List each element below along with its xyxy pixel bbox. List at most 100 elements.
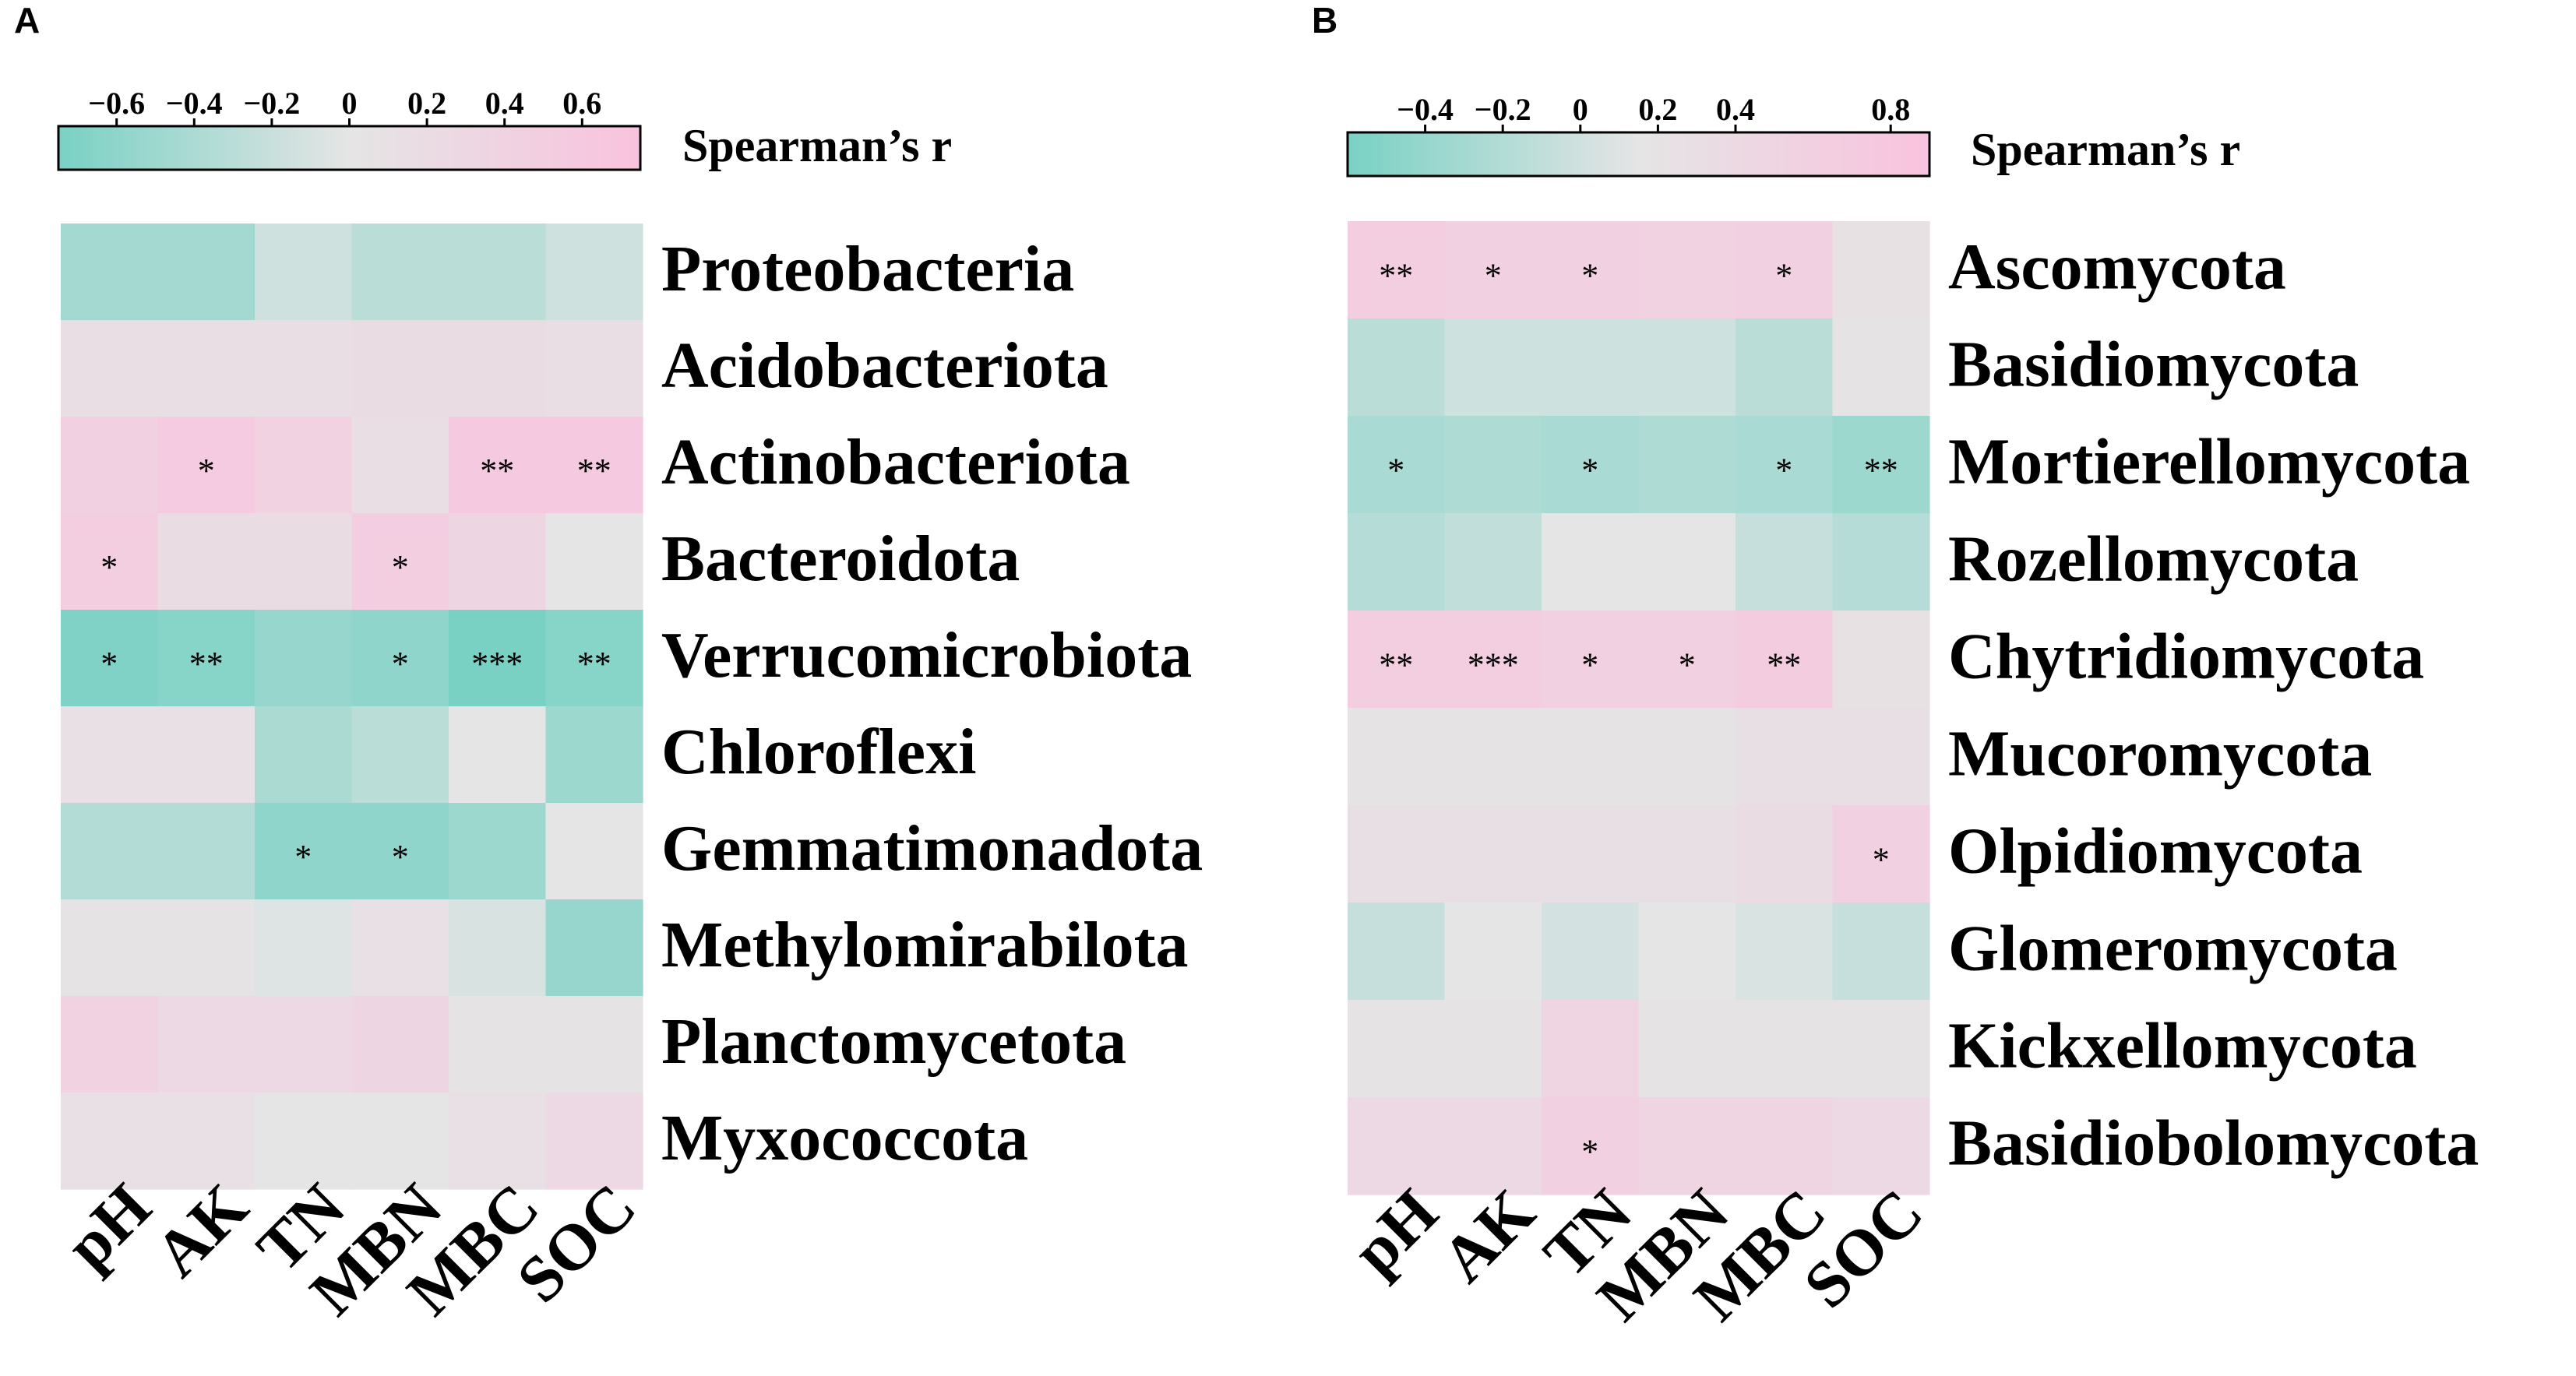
panel-b-colorbar xyxy=(1346,131,1931,178)
panel-b-cell-mucoromycota-mbn xyxy=(1638,708,1736,806)
panel-a-significance-mark: ** xyxy=(577,452,611,490)
panel-a-cell-methylomirabilota-soc xyxy=(545,899,643,997)
panel-a-significance-mark: ** xyxy=(189,645,224,683)
panel-b-cell-ascomycota-ph xyxy=(1348,221,1446,319)
panel-a-colorbar-tick-label: 0.2 xyxy=(407,86,446,121)
panel-a-cell-gemmatimonadota-soc xyxy=(545,803,643,900)
panel-a-cell-acidobacteriota-mbc xyxy=(449,320,547,417)
panel-b-cell-kickxellomycota-mbn xyxy=(1638,1000,1736,1098)
panel-a-cell-acidobacteriota-ak xyxy=(157,320,255,417)
panel-a-cell-verrucomicrobiota-mbn xyxy=(351,610,449,707)
panel-a-significance-mark: * xyxy=(198,452,215,490)
panel-a-row-label: Chloroflexi xyxy=(661,716,976,788)
panel-b-cell-kickxellomycota-tn xyxy=(1542,1000,1640,1098)
panel-b-letter: B xyxy=(1312,0,1337,40)
panel-b-row-label: Basidiobolomycota xyxy=(1948,1107,2479,1180)
panel-b-significance-mark: ** xyxy=(1379,257,1413,295)
panel-a-significance-mark: *** xyxy=(471,645,523,683)
panel-a-cell-actinobacteriota-mbc xyxy=(449,417,547,514)
panel-a-significance-mark: * xyxy=(100,645,118,683)
panel-a-cell-planctomycetota-soc xyxy=(545,996,643,1093)
panel-b-cell-chytridiomycota-mbn xyxy=(1638,611,1736,709)
panel-b-cell-glomeromycota-mbc xyxy=(1736,903,1834,1001)
panel-a-cell-myxococcota-soc xyxy=(545,1093,643,1190)
panel-b-cell-basidiobolomycota-mbc xyxy=(1736,1097,1834,1195)
panel-b-cell-basidiobolomycota-ph xyxy=(1348,1097,1446,1195)
panel-b-cell-basidiobolomycota-mbn xyxy=(1638,1097,1736,1195)
panel-a-colorbar-tick-label: −0.4 xyxy=(166,86,223,121)
panel-b-significance-mark: * xyxy=(1581,257,1598,295)
panel-a-row-label: Acidobacteriota xyxy=(661,329,1108,402)
panel-b-colorbar-tick-label: −0.2 xyxy=(1475,92,1531,127)
panel-b-cell-kickxellomycota-ak xyxy=(1444,1000,1542,1098)
panel-b-significance-mark: ** xyxy=(1379,646,1413,684)
panel-b-row-label: Mucoromycota xyxy=(1948,718,2372,790)
panel-b-colorbar-tick-label: 0.4 xyxy=(1716,92,1755,127)
panel-b-cell-glomeromycota-tn xyxy=(1542,903,1640,1001)
panel-b-cell-basidiomycota-mbc xyxy=(1736,318,1834,417)
panel-a-row-label: Planctomycetota xyxy=(661,1005,1126,1078)
panel-b-significance-mark: * xyxy=(1485,257,1502,295)
panel-a-cell-actinobacteriota-ak xyxy=(157,417,255,514)
panel-a-significance-mark: * xyxy=(392,645,409,683)
panel-a-cell-gemmatimonadota-ph xyxy=(61,803,159,900)
panel-a-cell-gemmatimonadota-ak xyxy=(157,803,255,900)
panel-b-cell-mortierellomycota-soc xyxy=(1832,416,1930,514)
panel-b-cell-basidiomycota-mbn xyxy=(1638,318,1736,417)
panel-a-cell-gemmatimonadota-tn xyxy=(255,803,353,900)
panel-a-cell-methylomirabilota-tn xyxy=(255,899,353,997)
panel-a-colorbar xyxy=(57,125,642,171)
panel-a-cell-verrucomicrobiota-tn xyxy=(255,610,353,707)
panel-b-cell-ascomycota-soc xyxy=(1832,221,1930,319)
panel-b-cell-chytridiomycota-mbc xyxy=(1736,611,1834,709)
panel-b-cell-olpidiomycota-tn xyxy=(1542,805,1640,903)
panel-b-significance-mark: * xyxy=(1581,452,1598,490)
panel-b-colorbar-title: Spearman’s r xyxy=(1971,124,2240,175)
panel-a-cell-bacteroidota-ak xyxy=(157,513,255,611)
panel-b-cell-ascomycota-mbc xyxy=(1736,221,1834,319)
panel-a-row-label: Verrucomicrobiota xyxy=(661,619,1192,692)
panel-b-row-label: Basidiomycota xyxy=(1948,329,2359,401)
panel-b-cell-glomeromycota-mbn xyxy=(1638,903,1736,1001)
panel-a-cell-methylomirabilota-mbc xyxy=(449,899,547,997)
panel-b-cell-ascomycota-mbn xyxy=(1638,221,1736,319)
panel-b-significance-mark: * xyxy=(1581,1133,1598,1171)
panel-b-significance-mark: * xyxy=(1581,646,1598,684)
panel-a-cell-planctomycetota-mbc xyxy=(449,996,547,1093)
panel-b-cell-mucoromycota-tn xyxy=(1542,708,1640,806)
panel-b-cell-mortierellomycota-mbn xyxy=(1638,416,1736,514)
panel-a-significance-mark: * xyxy=(100,548,118,586)
panel-a-cell-actinobacteriota-soc xyxy=(545,417,643,514)
panel-a-cell-acidobacteriota-ph xyxy=(61,320,159,417)
panel-a-row-label: Methylomirabilota xyxy=(661,909,1189,981)
panel-b-colorbar-tick-label: 0.2 xyxy=(1638,92,1677,127)
panel-b-cell-mucoromycota-mbc xyxy=(1736,708,1834,806)
panel-b-row-label: Mortierellomycota xyxy=(1948,426,2470,498)
panel-b-significance-mark: ** xyxy=(1864,452,1898,490)
panel-a-row-label: Proteobacteria xyxy=(661,233,1074,305)
panel-b-cell-kickxellomycota-mbc xyxy=(1736,1000,1834,1098)
panel-b-cell-ascomycota-tn xyxy=(1542,221,1640,319)
panel-b-cell-chytridiomycota-ph xyxy=(1348,611,1446,709)
panel-a-cell-planctomycetota-ph xyxy=(61,996,159,1093)
panel-b-cell-glomeromycota-ph xyxy=(1348,903,1446,1001)
panel-b-cell-mucoromycota-ph xyxy=(1348,708,1446,806)
panel-b-cell-rozellomycota-soc xyxy=(1832,513,1930,611)
panel-a-cell-actinobacteriota-tn xyxy=(255,417,353,514)
panel-a-cell-bacteroidota-mbn xyxy=(351,513,449,611)
panel-a-cell-acidobacteriota-soc xyxy=(545,320,643,417)
panel-b-cell-kickxellomycota-ph xyxy=(1348,1000,1446,1098)
panel-b-cell-mortierellomycota-ph xyxy=(1348,416,1446,514)
panel-a-cell-actinobacteriota-ph xyxy=(61,417,159,514)
panel-b-cell-chytridiomycota-tn xyxy=(1542,611,1640,709)
panel-a-significance-mark: * xyxy=(392,548,409,586)
panel-a-significance-mark: ** xyxy=(577,645,611,683)
panel-b-significance-mark: ** xyxy=(1767,646,1801,684)
panel-b-cell-ascomycota-ak xyxy=(1444,221,1542,319)
panel-a-colorbar-tick-label: 0.6 xyxy=(562,86,601,121)
panel-a-cell-proteobacteria-ak xyxy=(157,223,255,321)
panel-b-cell-kickxellomycota-soc xyxy=(1832,1000,1930,1098)
panel-b-significance-mark: * xyxy=(1873,841,1890,879)
